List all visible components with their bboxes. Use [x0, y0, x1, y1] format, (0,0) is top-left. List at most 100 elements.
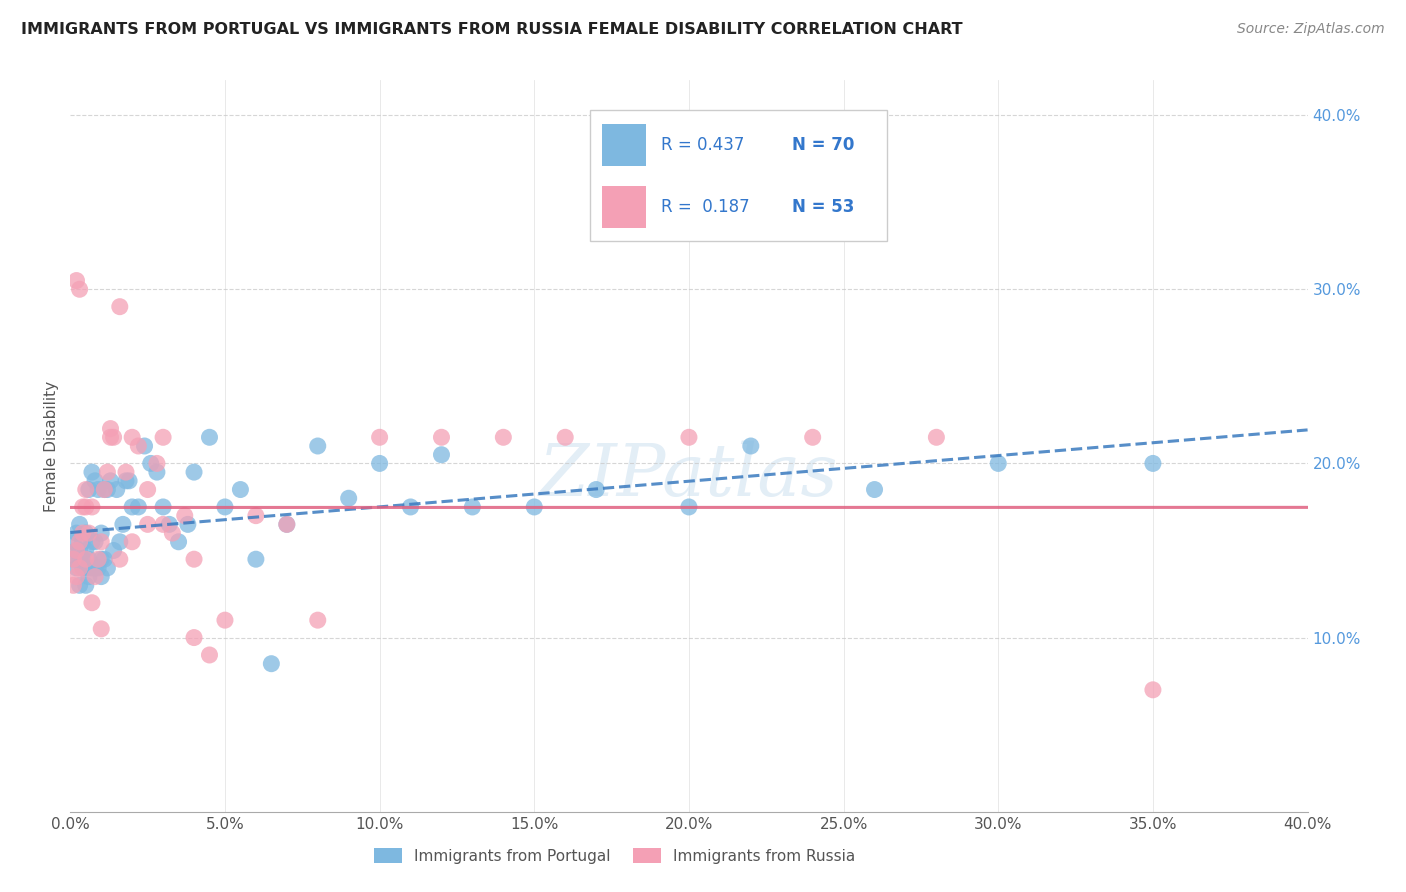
- Point: [740, 439, 762, 453]
- Point: [523, 500, 546, 514]
- Point: [108, 552, 131, 566]
- Point: [152, 517, 174, 532]
- Point: [157, 517, 180, 532]
- Point: [87, 561, 110, 575]
- Point: [111, 517, 134, 532]
- Point: [183, 552, 205, 566]
- Point: [75, 552, 97, 566]
- Point: [72, 534, 94, 549]
- Point: [84, 474, 107, 488]
- Point: [65, 543, 87, 558]
- Point: [173, 508, 195, 523]
- Point: [108, 534, 131, 549]
- Point: [62, 578, 84, 592]
- Point: [90, 552, 112, 566]
- Point: [77, 552, 100, 566]
- Point: [103, 543, 125, 558]
- Point: [103, 430, 125, 444]
- Point: [245, 508, 267, 523]
- Point: [62, 552, 84, 566]
- Point: [987, 457, 1010, 471]
- Point: [65, 274, 87, 288]
- Point: [108, 300, 131, 314]
- Point: [84, 569, 107, 583]
- Y-axis label: Female Disability: Female Disability: [44, 380, 59, 512]
- Point: [368, 457, 391, 471]
- Point: [177, 517, 200, 532]
- Point: [121, 534, 143, 549]
- Point: [69, 534, 91, 549]
- Text: ZIPatlas: ZIPatlas: [538, 440, 839, 510]
- Point: [69, 578, 91, 592]
- Point: [62, 552, 84, 566]
- Point: [430, 448, 453, 462]
- Point: [75, 561, 97, 575]
- Point: [136, 517, 159, 532]
- Point: [115, 474, 138, 488]
- Point: [307, 439, 329, 453]
- Point: [183, 465, 205, 479]
- Point: [69, 543, 91, 558]
- Point: [75, 483, 97, 497]
- Point: [430, 430, 453, 444]
- Point: [105, 483, 128, 497]
- Point: [100, 474, 122, 488]
- Point: [100, 421, 122, 435]
- Point: [229, 483, 252, 497]
- Legend: Immigrants from Portugal, Immigrants from Russia: Immigrants from Portugal, Immigrants fro…: [368, 842, 862, 870]
- Point: [863, 483, 886, 497]
- Point: [925, 430, 948, 444]
- Point: [77, 569, 100, 583]
- Point: [118, 474, 141, 488]
- Point: [65, 569, 87, 583]
- Point: [146, 465, 169, 479]
- Point: [90, 569, 112, 583]
- Point: [90, 526, 112, 541]
- Point: [93, 552, 115, 566]
- Point: [84, 534, 107, 549]
- Point: [260, 657, 283, 671]
- Point: [678, 430, 700, 444]
- Point: [167, 534, 190, 549]
- Point: [245, 552, 267, 566]
- Point: [152, 430, 174, 444]
- Point: [75, 500, 97, 514]
- Point: [198, 648, 221, 662]
- Point: [146, 457, 169, 471]
- Point: [62, 534, 84, 549]
- Point: [198, 430, 221, 444]
- Point: [585, 483, 607, 497]
- Point: [80, 500, 103, 514]
- Point: [1142, 457, 1164, 471]
- Point: [69, 561, 91, 575]
- Point: [139, 457, 162, 471]
- Point: [134, 439, 156, 453]
- Point: [276, 517, 298, 532]
- Point: [75, 543, 97, 558]
- Point: [214, 613, 236, 627]
- Point: [72, 561, 94, 575]
- Point: [276, 517, 298, 532]
- Text: Source: ZipAtlas.com: Source: ZipAtlas.com: [1237, 22, 1385, 37]
- Point: [65, 561, 87, 575]
- Point: [162, 526, 184, 541]
- Point: [127, 500, 149, 514]
- Point: [72, 526, 94, 541]
- Point: [69, 552, 91, 566]
- Point: [214, 500, 236, 514]
- Point: [368, 430, 391, 444]
- Point: [96, 561, 118, 575]
- Point: [77, 526, 100, 541]
- Point: [183, 631, 205, 645]
- Point: [93, 483, 115, 497]
- Point: [121, 500, 143, 514]
- Point: [307, 613, 329, 627]
- Point: [77, 483, 100, 497]
- Point: [93, 483, 115, 497]
- Point: [80, 534, 103, 549]
- Point: [337, 491, 360, 506]
- Point: [80, 561, 103, 575]
- Point: [461, 500, 484, 514]
- Point: [90, 622, 112, 636]
- Point: [75, 578, 97, 592]
